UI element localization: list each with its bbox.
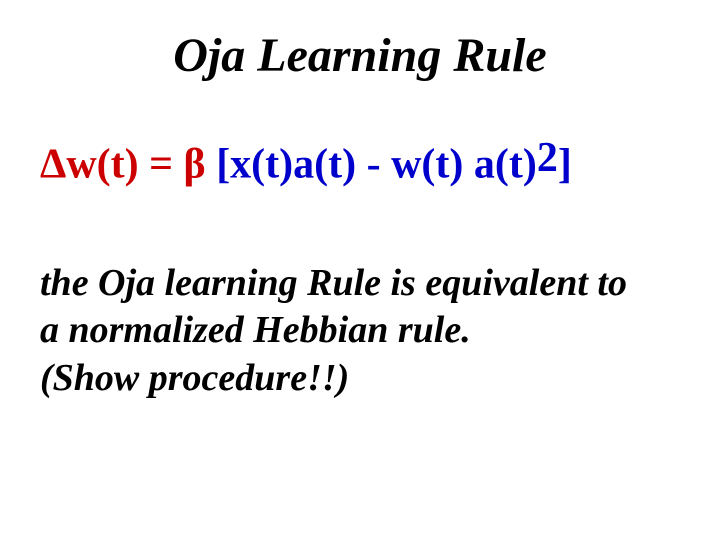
body-line-1: the Oja learning Rule is equivalent to xyxy=(40,262,627,304)
body-line-3: (Show procedure!!) xyxy=(40,357,349,399)
equation: Δw(t) = β [x(t)a(t) - w(t) a(t)2] xyxy=(40,133,680,190)
slide-container: Oja Learning Rule Δw(t) = β [x(t)a(t) - … xyxy=(0,0,720,540)
body-line-2: a normalized Hebbian rule. xyxy=(40,309,471,351)
equation-rhs-open: [x(t)a(t) - w(t) a(t) xyxy=(206,141,537,187)
slide-title: Oja Learning Rule xyxy=(40,30,680,83)
equation-superscript: 2 xyxy=(537,135,558,181)
body-text: the Oja learning Rule is equivalent to a… xyxy=(40,260,680,403)
equation-lhs: Δw(t) = β xyxy=(40,141,206,187)
equation-rhs-close: ] xyxy=(558,141,572,187)
